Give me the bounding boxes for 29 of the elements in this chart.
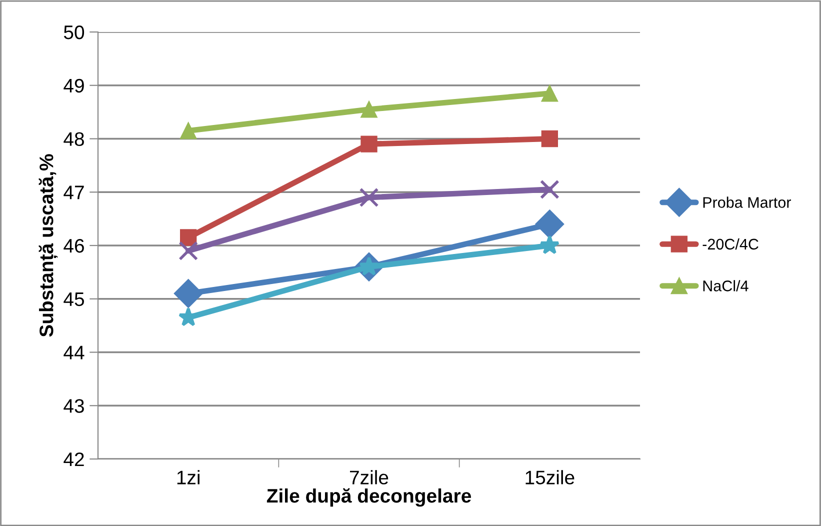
x-tick-label: 1zi [177, 470, 200, 484]
y-tick-label: 50 [64, 25, 84, 40]
point [540, 180, 560, 200]
point [360, 101, 378, 118]
point [541, 130, 558, 148]
y-tick-label: 43 [64, 399, 84, 413]
x-axis-title: Zile după decongelare [266, 488, 471, 507]
point [178, 241, 198, 261]
y-axis-title: Substanță uscată,% [38, 154, 58, 337]
x-tick-label: 7zile [350, 470, 388, 484]
point [180, 122, 197, 140]
y-tick-label: 44 [64, 346, 84, 360]
point [541, 85, 558, 102]
point [180, 229, 197, 246]
point [360, 136, 378, 152]
y-tick-label: 47 [64, 186, 84, 200]
legend-label: NaCl/4 [703, 280, 748, 292]
y-tick-label: 42 [64, 452, 84, 466]
point [535, 210, 564, 239]
y-tick-label: 48 [64, 132, 84, 146]
legend-label: -20C/4C [702, 238, 758, 250]
point [540, 235, 560, 254]
point [359, 188, 379, 208]
x-tick-label: 15zile [526, 470, 574, 484]
legend-label: Proba Martor [703, 196, 791, 208]
point [174, 279, 203, 308]
y-tick-label: 46 [64, 238, 84, 253]
y-tick-label: 45 [64, 292, 84, 306]
y-tick-label: 49 [64, 78, 84, 93]
